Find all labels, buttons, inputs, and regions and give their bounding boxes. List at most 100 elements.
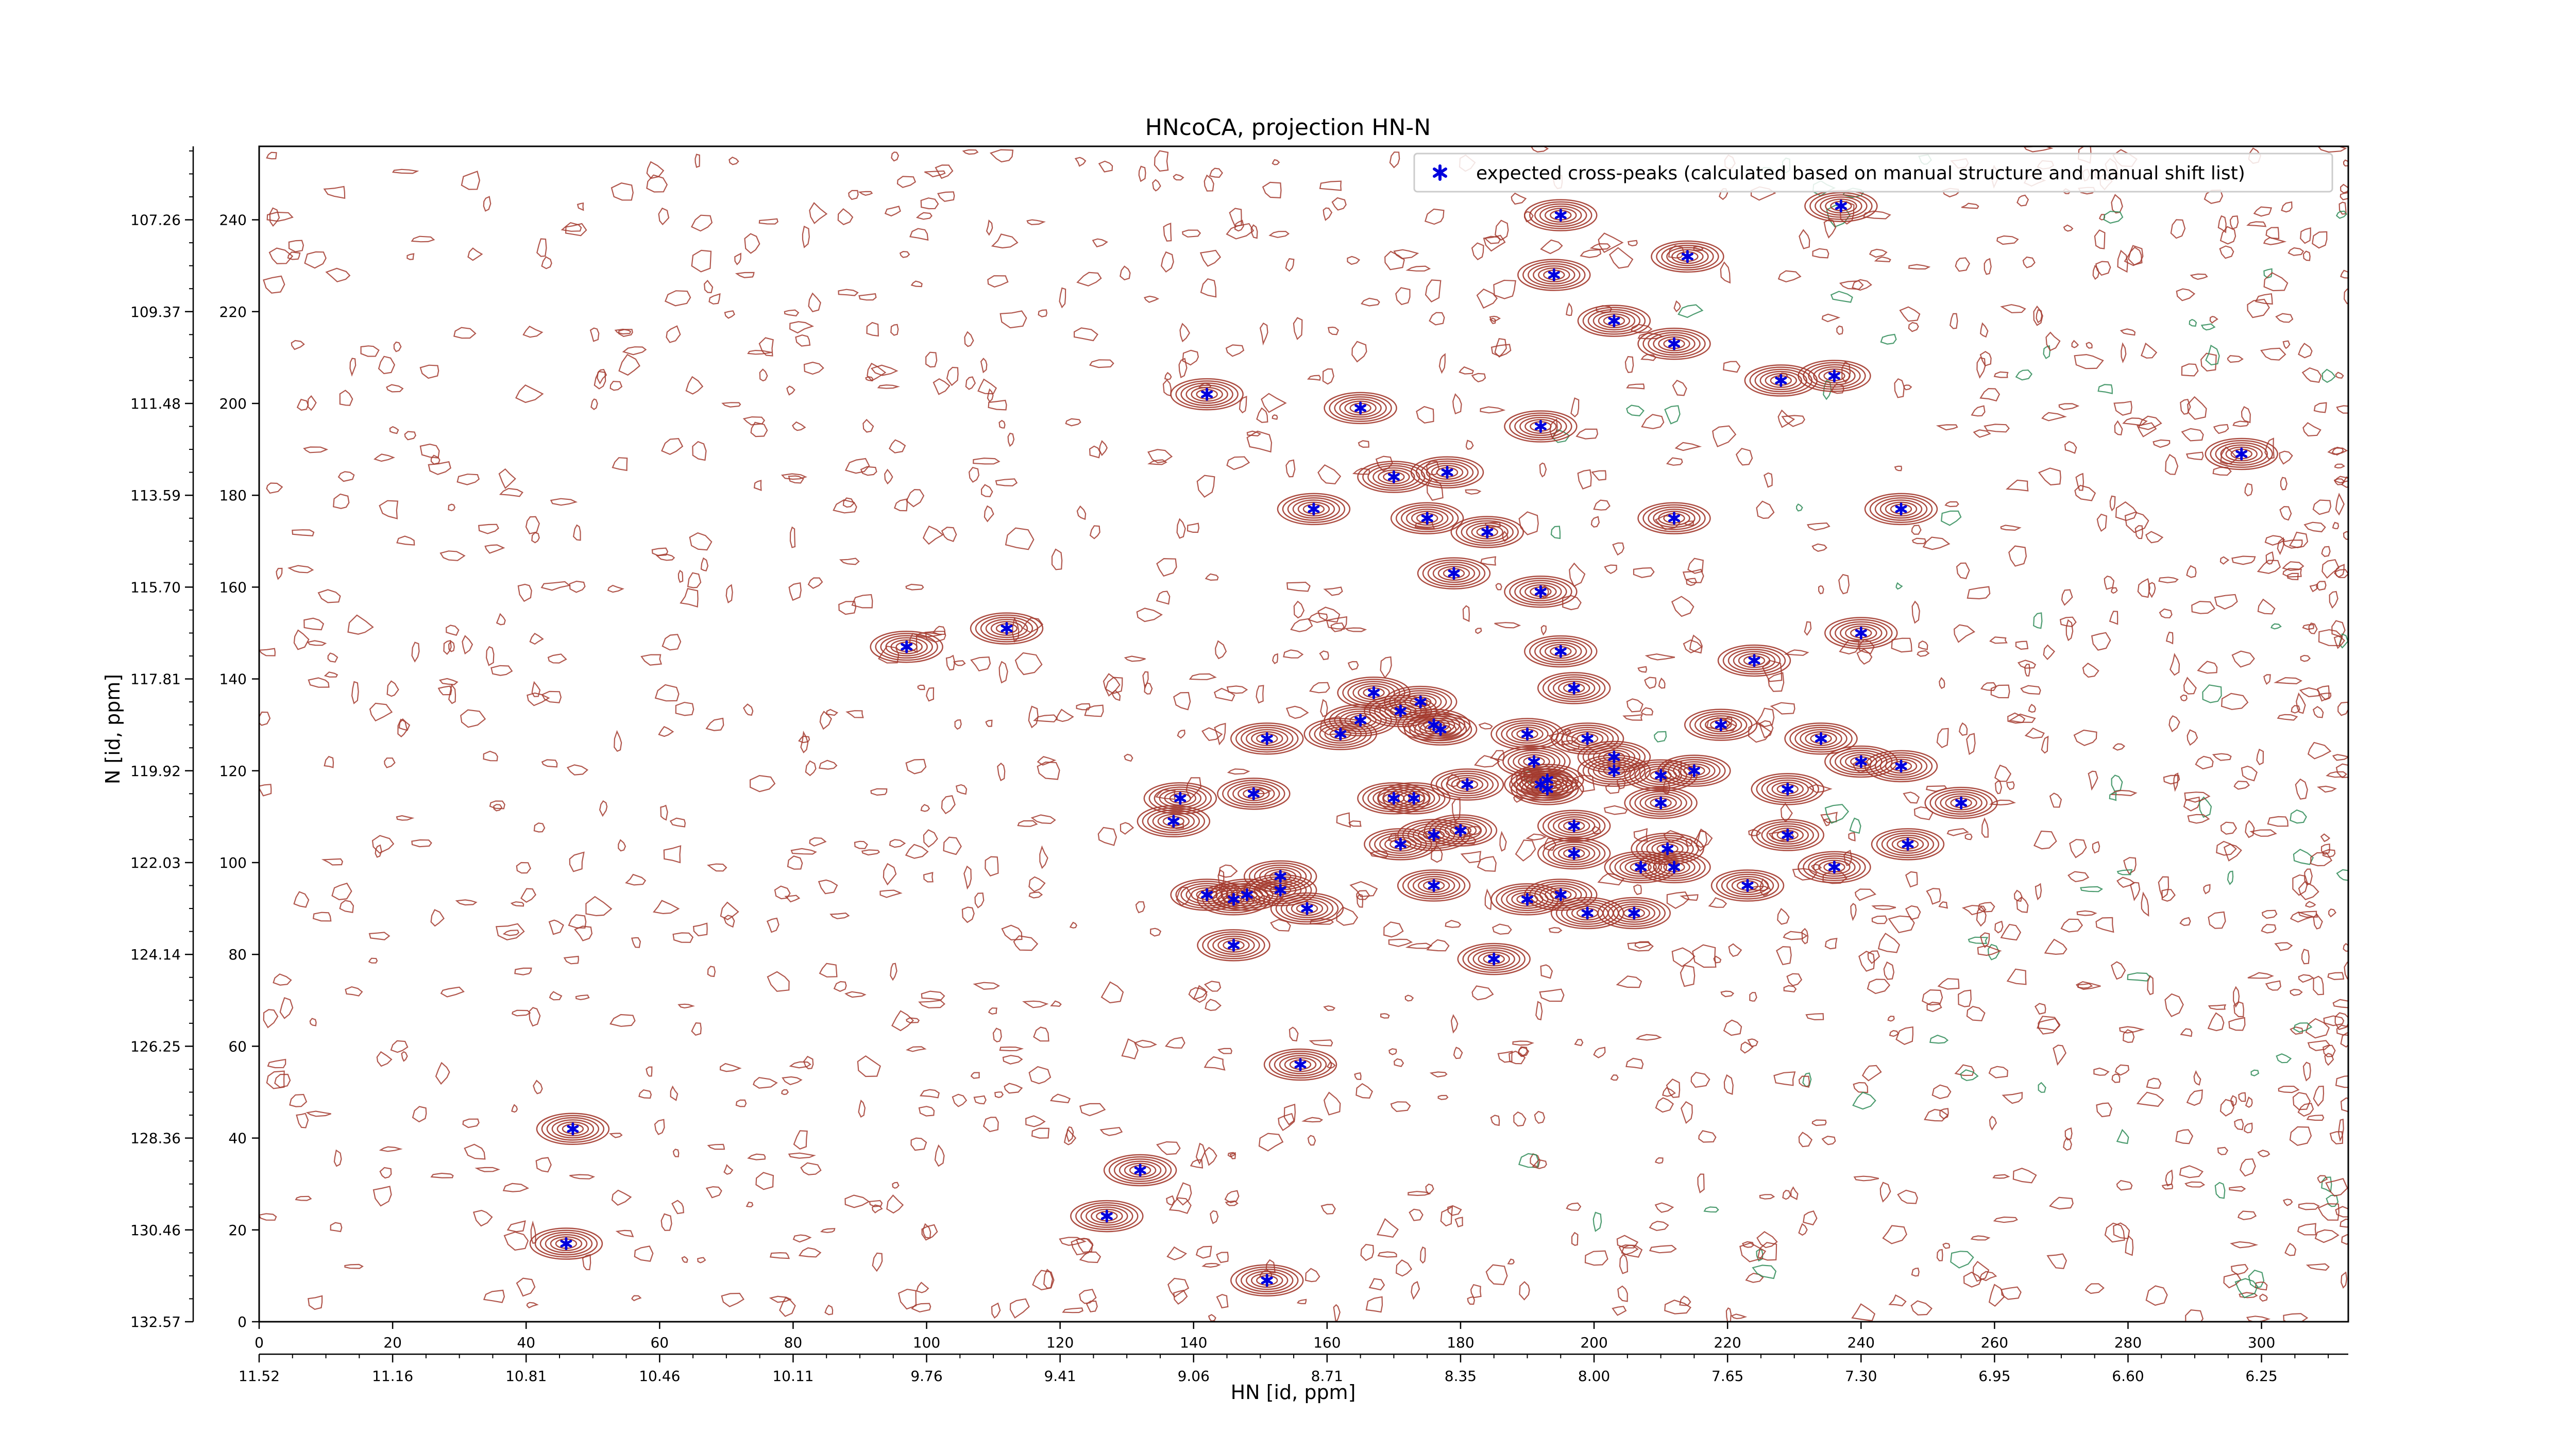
- noise-contour: [973, 457, 1001, 465]
- noise-contour: [1429, 1071, 1448, 1077]
- noise-contour: [941, 527, 957, 542]
- contour-ring: [1835, 750, 1888, 773]
- noise-contour: [1419, 1246, 1426, 1264]
- noise-contour: [2141, 891, 2149, 917]
- noise-contour: [1484, 888, 1492, 911]
- noise-contour: [1440, 1205, 1453, 1227]
- marker-shape: [1100, 1209, 1113, 1223]
- noise-contour: [1037, 761, 1060, 780]
- noise-contour: [1357, 894, 1364, 908]
- noise-contour: [1426, 461, 1440, 476]
- noise-contour: [1210, 1210, 1219, 1224]
- noise-contour: [992, 1027, 1002, 1042]
- noise-contour: [2024, 664, 2030, 677]
- contour-ring: [1519, 582, 1562, 601]
- y-index-tick-label: 240: [219, 212, 247, 229]
- contour-ring: [1471, 525, 1504, 540]
- noise-contour: [2125, 1235, 2134, 1256]
- noise-contour: [1888, 1294, 1907, 1307]
- noise-contour: [2071, 340, 2079, 348]
- noise-contour: [1950, 313, 1958, 329]
- noise-contour: [925, 631, 946, 643]
- contour-ring: [1864, 750, 1938, 783]
- noise-contour: [2200, 323, 2216, 331]
- noise-contour: [368, 957, 378, 964]
- contour-ring: [1297, 501, 1330, 517]
- noise-contour: [1938, 901, 1948, 909]
- noise-contour: [1591, 470, 1607, 481]
- noise-contour: [725, 584, 733, 603]
- expected-cross-peak-marker: [1554, 645, 1567, 658]
- noise-contour: [2267, 816, 2289, 827]
- noise-contour: [1635, 1034, 1663, 1041]
- contour-ring: [1439, 820, 1482, 840]
- noise-contour: [1966, 1006, 1986, 1021]
- noise-contour: [474, 1167, 501, 1172]
- noise-contour: [2000, 923, 2022, 941]
- contour-ring: [1410, 456, 1484, 488]
- noise-contour: [339, 390, 353, 406]
- noise-contour: [1079, 1251, 1101, 1263]
- noise-contour: [2220, 821, 2238, 835]
- y-ppm-tick-label: 115.70: [130, 579, 181, 596]
- noise-contour: [1377, 1218, 1399, 1238]
- noise-contour: [2302, 422, 2321, 437]
- noise-contour: [2290, 988, 2303, 996]
- noise-contour: [2335, 210, 2347, 219]
- contour-ring: [1597, 897, 1671, 930]
- chart-title: HNcoCA, projection HN-N: [1145, 114, 1431, 141]
- contour-ring: [890, 639, 923, 654]
- noise-contour: [1641, 414, 1665, 429]
- noise-contour: [609, 1133, 623, 1138]
- noise-contour: [295, 1195, 312, 1201]
- noise-contour: [2302, 1062, 2311, 1082]
- noise-contour: [691, 1022, 702, 1036]
- contour-ring: [1766, 825, 1809, 845]
- noise-contour: [2219, 245, 2234, 259]
- noise-contour: [1683, 639, 1703, 654]
- expected-cross-peak-marker: [1581, 732, 1594, 745]
- noise-contour: [2217, 215, 2227, 233]
- expected-cross-peak-marker: [1261, 1274, 1273, 1287]
- contour-ring: [1557, 846, 1590, 861]
- noise-contour: [1452, 393, 1462, 415]
- axes: 0 20 40 60 80 100 120 140 160 180 200 220 240 260 280 3…: [130, 145, 2349, 1385]
- noise-contour: [2184, 791, 2211, 803]
- cross-peak-contour: [1137, 805, 1211, 838]
- cross-peak-contour: [1524, 199, 1598, 231]
- noise-contour: [2305, 901, 2316, 908]
- noise-contour: [1133, 1039, 1158, 1048]
- noise-contour: [2227, 355, 2244, 363]
- noise-contour: [2065, 619, 2074, 642]
- noise-contour: [1979, 1271, 1997, 1282]
- noise-contour: [575, 994, 590, 1001]
- contour-ring: [1869, 495, 1933, 523]
- contour-ring: [1411, 511, 1444, 526]
- noise-contour: [905, 583, 924, 591]
- noise-contour: [288, 240, 304, 252]
- noise-contour: [2137, 422, 2157, 437]
- peak-markers: [560, 199, 2248, 1287]
- cross-peak-contour: [1710, 869, 1785, 902]
- noise-contour: [905, 844, 929, 859]
- contour-ring: [1845, 754, 1877, 769]
- contour-ring: [1552, 678, 1596, 698]
- expected-cross-peak-marker: [1581, 906, 1594, 920]
- noise-contour: [1028, 705, 1039, 729]
- noise-contour: [2238, 1210, 2257, 1220]
- noise-contour: [1135, 901, 1145, 914]
- expected-cross-peak-marker: [1387, 791, 1400, 805]
- noise-contour: [312, 912, 332, 922]
- noise-contour: [2145, 531, 2164, 544]
- noise-contour: [1031, 1127, 1050, 1139]
- noise-contour: [1838, 574, 1850, 595]
- noise-contour: [2312, 705, 2324, 718]
- contour-ring: [1400, 506, 1454, 530]
- noise-contour: [2298, 1203, 2320, 1210]
- noise-contour: [2250, 1069, 2260, 1076]
- noise-contour: [1703, 1206, 1719, 1213]
- contour-ring: [1154, 786, 1207, 811]
- contour-ring: [1339, 398, 1382, 418]
